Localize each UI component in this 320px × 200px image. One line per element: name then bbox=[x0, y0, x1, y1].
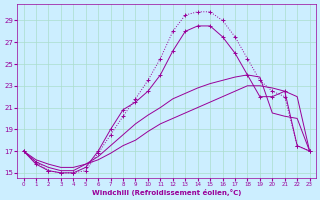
X-axis label: Windchill (Refroidissement éolien,°C): Windchill (Refroidissement éolien,°C) bbox=[92, 189, 241, 196]
